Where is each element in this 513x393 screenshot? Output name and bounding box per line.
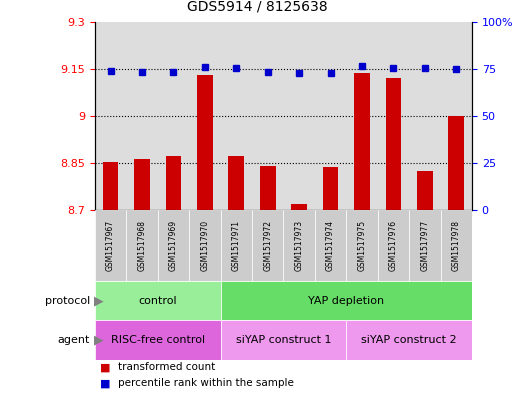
Bar xyxy=(95,281,221,320)
Bar xyxy=(386,77,401,210)
Bar xyxy=(126,210,158,281)
Text: GDS5914 / 8125638: GDS5914 / 8125638 xyxy=(187,0,328,14)
Bar xyxy=(448,116,464,210)
Text: ▶: ▶ xyxy=(94,333,104,347)
Text: GSM1517967: GSM1517967 xyxy=(106,220,115,271)
Text: siYAP construct 1: siYAP construct 1 xyxy=(235,335,331,345)
Text: GSM1517969: GSM1517969 xyxy=(169,220,178,271)
Text: siYAP construct 2: siYAP construct 2 xyxy=(361,335,457,345)
Bar xyxy=(221,320,346,360)
Text: GSM1517970: GSM1517970 xyxy=(201,220,209,271)
Bar xyxy=(134,159,150,210)
Bar xyxy=(228,156,244,210)
Text: GSM1517971: GSM1517971 xyxy=(232,220,241,271)
Bar xyxy=(315,210,346,281)
Text: GSM1517968: GSM1517968 xyxy=(137,220,147,271)
Text: GSM1517978: GSM1517978 xyxy=(452,220,461,271)
Bar xyxy=(260,166,275,210)
Text: control: control xyxy=(139,296,177,306)
Bar xyxy=(378,210,409,281)
Bar xyxy=(103,162,119,210)
Bar xyxy=(189,210,221,281)
Text: GSM1517973: GSM1517973 xyxy=(294,220,304,271)
Bar xyxy=(158,210,189,281)
Bar xyxy=(252,210,283,281)
Text: YAP depletion: YAP depletion xyxy=(308,296,384,306)
Bar xyxy=(221,210,252,281)
Bar xyxy=(221,281,472,320)
Text: ▶: ▶ xyxy=(94,294,104,307)
Text: percentile rank within the sample: percentile rank within the sample xyxy=(118,378,294,388)
Text: ■: ■ xyxy=(100,362,110,373)
Bar xyxy=(291,204,307,210)
Bar xyxy=(409,210,441,281)
Bar xyxy=(441,210,472,281)
Text: GSM1517976: GSM1517976 xyxy=(389,220,398,271)
Bar xyxy=(417,171,432,210)
Bar xyxy=(166,156,181,210)
Text: transformed count: transformed count xyxy=(118,362,215,373)
Bar xyxy=(197,75,213,210)
Bar xyxy=(95,320,221,360)
Bar xyxy=(323,167,339,210)
Bar xyxy=(346,210,378,281)
Text: GSM1517977: GSM1517977 xyxy=(420,220,429,271)
Text: ■: ■ xyxy=(100,378,110,388)
Text: RISC-free control: RISC-free control xyxy=(111,335,205,345)
Bar xyxy=(354,73,370,210)
Bar xyxy=(346,320,472,360)
Text: GSM1517975: GSM1517975 xyxy=(358,220,366,271)
Bar xyxy=(95,210,126,281)
Text: agent: agent xyxy=(57,335,90,345)
Bar xyxy=(283,210,315,281)
Text: protocol: protocol xyxy=(45,296,90,306)
Text: GSM1517972: GSM1517972 xyxy=(263,220,272,271)
Text: GSM1517974: GSM1517974 xyxy=(326,220,335,271)
